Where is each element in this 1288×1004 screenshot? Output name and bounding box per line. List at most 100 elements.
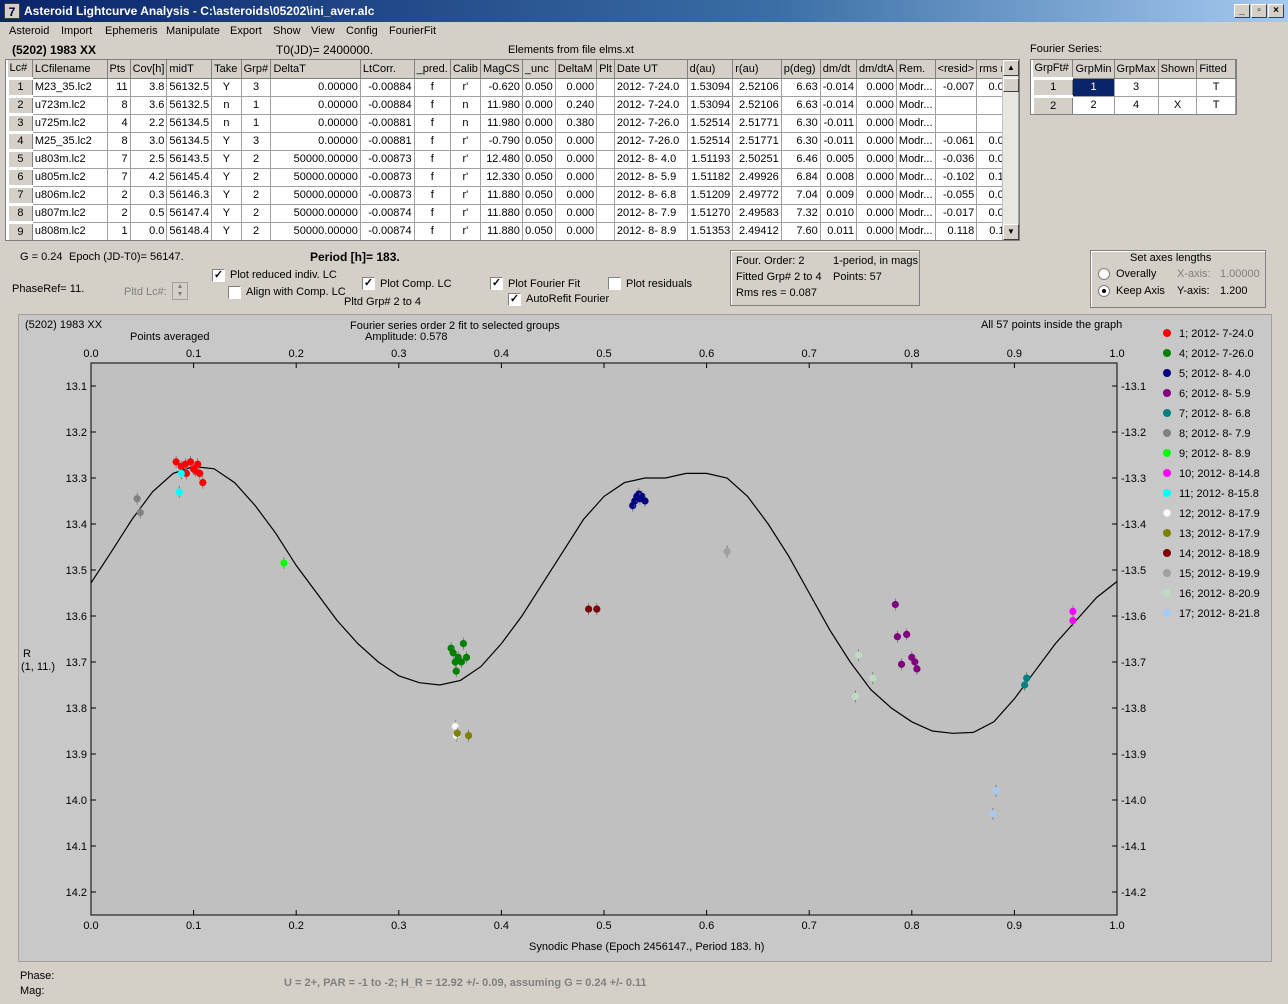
table-cell[interactable]: 2.49412 [732, 222, 782, 240]
fourier-cell[interactable]: X [1158, 96, 1198, 114]
column-header[interactable]: LCfilename [32, 60, 108, 79]
table-cell[interactable]: 0.000 [856, 168, 897, 187]
table-cell[interactable]: 2012- 8- 4.0 [614, 150, 688, 169]
table-cell[interactable]: 7 [107, 168, 131, 187]
app-icon[interactable]: 7 [4, 3, 20, 19]
table-scrollbar[interactable]: ▲ ▼ [1002, 60, 1019, 240]
row-number[interactable]: 6 [6, 166, 33, 187]
table-cell[interactable]: r' [450, 204, 481, 223]
table-cell[interactable]: 56145.4 [166, 168, 213, 187]
table-cell[interactable]: 7.04 [781, 186, 821, 205]
table-row[interactable]: 4 M25_35.lc2 8 3.0 56134.5 Y 3 0.00000 -0.00881 f… [6, 130, 1019, 151]
table-cell[interactable]: 2 [241, 204, 272, 223]
table-cell[interactable]: 2012- 8- 8.9 [614, 222, 688, 240]
table-cell[interactable]: 2.49772 [732, 186, 782, 205]
fourier-column-header[interactable]: GrpMax [1114, 60, 1159, 79]
yaxis-value[interactable]: 1.200 [1220, 285, 1248, 297]
table-cell[interactable]: 0.000 [555, 78, 598, 97]
align-comp-checkbox[interactable] [228, 286, 241, 299]
row-number[interactable]: 8 [6, 202, 33, 223]
table-cell[interactable]: 2012- 8- 5.9 [614, 168, 688, 187]
table-cell[interactable]: 0.000 [856, 204, 897, 223]
table-row[interactable]: 5 u803m.lc2 7 2.5 56143.5 Y 2 50000.00000 -0.008… [6, 148, 1019, 169]
table-cell[interactable]: u725m.lc2 [32, 114, 108, 133]
table-cell[interactable]: 6.63 [781, 78, 821, 97]
scroll-thumb[interactable] [1003, 78, 1019, 92]
table-cell[interactable]: 50000.00000 [270, 150, 361, 169]
row-number[interactable]: 5 [6, 148, 33, 169]
table-cell[interactable]: -0.00884 [360, 78, 415, 97]
plot-reduced-checkbox[interactable]: ✓ [212, 269, 225, 282]
row-number[interactable]: 2 [6, 94, 33, 115]
column-header[interactable]: Pts [107, 60, 131, 79]
table-cell[interactable]: -0.00873 [360, 150, 415, 169]
table-cell[interactable]: 6.63 [781, 96, 821, 115]
table-row[interactable]: 6 u805m.lc2 7 4.2 56145.4 Y 2 50000.00000 -0.008… [6, 166, 1019, 187]
table-cell[interactable]: 0.050 [522, 132, 556, 151]
table-cell[interactable]: Modr... [896, 132, 936, 151]
fourier-column-header[interactable]: Shown [1158, 60, 1198, 79]
table-cell[interactable] [596, 204, 615, 223]
row-number[interactable]: 3 [6, 112, 33, 133]
table-cell[interactable]: n [450, 96, 481, 115]
table-cell[interactable] [596, 132, 615, 151]
table-cell[interactable]: r' [450, 222, 481, 240]
table-cell[interactable]: Modr... [896, 222, 936, 240]
column-header[interactable]: _unc [522, 60, 556, 79]
table-cell[interactable]: Modr... [896, 78, 936, 97]
table-cell[interactable]: 6.30 [781, 132, 821, 151]
table-cell[interactable]: 0.00000 [270, 96, 361, 115]
table-cell[interactable] [935, 114, 978, 133]
table-cell[interactable]: -0.00881 [360, 114, 415, 133]
column-header[interactable]: Rem. [896, 60, 936, 79]
table-cell[interactable]: 0.050 [522, 222, 556, 240]
table-cell[interactable]: Modr... [896, 150, 936, 169]
table-cell[interactable]: Y [211, 222, 242, 240]
table-cell[interactable]: 50000.00000 [270, 186, 361, 205]
table-cell[interactable]: f [414, 96, 451, 115]
column-header[interactable]: dm/dtA [856, 60, 897, 79]
fourier-cell[interactable]: T [1196, 78, 1236, 97]
table-cell[interactable]: 50000.00000 [270, 222, 361, 240]
table-cell[interactable]: 0.050 [522, 186, 556, 205]
table-cell[interactable]: 4 [107, 114, 131, 133]
table-cell[interactable]: u805m.lc2 [32, 168, 108, 187]
table-cell[interactable]: 56132.5 [166, 78, 213, 97]
table-cell[interactable]: r' [450, 186, 481, 205]
table-cell[interactable]: u808m.lc2 [32, 222, 108, 240]
column-header[interactable]: DeltaT [270, 60, 361, 79]
table-cell[interactable]: 3.6 [130, 96, 168, 115]
table-cell[interactable]: 1.51182 [687, 168, 734, 187]
table-cell[interactable]: -0.014 [820, 96, 857, 115]
table-cell[interactable]: 0.000 [522, 96, 556, 115]
table-cell[interactable]: -0.102 [935, 168, 978, 187]
table-cell[interactable]: -0.00873 [360, 186, 415, 205]
column-header[interactable]: Cov[h] [130, 60, 168, 79]
table-cell[interactable]: 3 [241, 132, 272, 151]
table-cell[interactable]: 0.00000 [270, 78, 361, 97]
table-cell[interactable]: -0.036 [935, 150, 978, 169]
table-cell[interactable]: -0.620 [480, 78, 523, 97]
table-cell[interactable]: -0.061 [935, 132, 978, 151]
table-cell[interactable]: 1 [241, 114, 272, 133]
table-cell[interactable]: 56132.5 [166, 96, 213, 115]
column-header[interactable]: dm/dt [820, 60, 857, 79]
table-cell[interactable]: -0.790 [480, 132, 523, 151]
table-cell[interactable]: r' [450, 78, 481, 97]
table-cell[interactable]: 0.00000 [270, 132, 361, 151]
table-cell[interactable]: 0.000 [555, 150, 598, 169]
table-cell[interactable]: f [414, 222, 451, 240]
table-cell[interactable]: 4.2 [130, 168, 168, 187]
column-header[interactable]: Plt [596, 60, 615, 79]
table-cell[interactable]: f [414, 150, 451, 169]
column-header[interactable]: d(au) [687, 60, 734, 79]
table-cell[interactable]: 2.49583 [732, 204, 782, 223]
table-cell[interactable]: M23_35.lc2 [32, 78, 108, 97]
table-cell[interactable]: Modr... [896, 114, 936, 133]
fourier-row-number[interactable]: 2 [1031, 94, 1074, 114]
table-cell[interactable]: f [414, 78, 451, 97]
table-cell[interactable]: Y [211, 78, 242, 97]
column-header[interactable]: LtCorr. [360, 60, 415, 79]
